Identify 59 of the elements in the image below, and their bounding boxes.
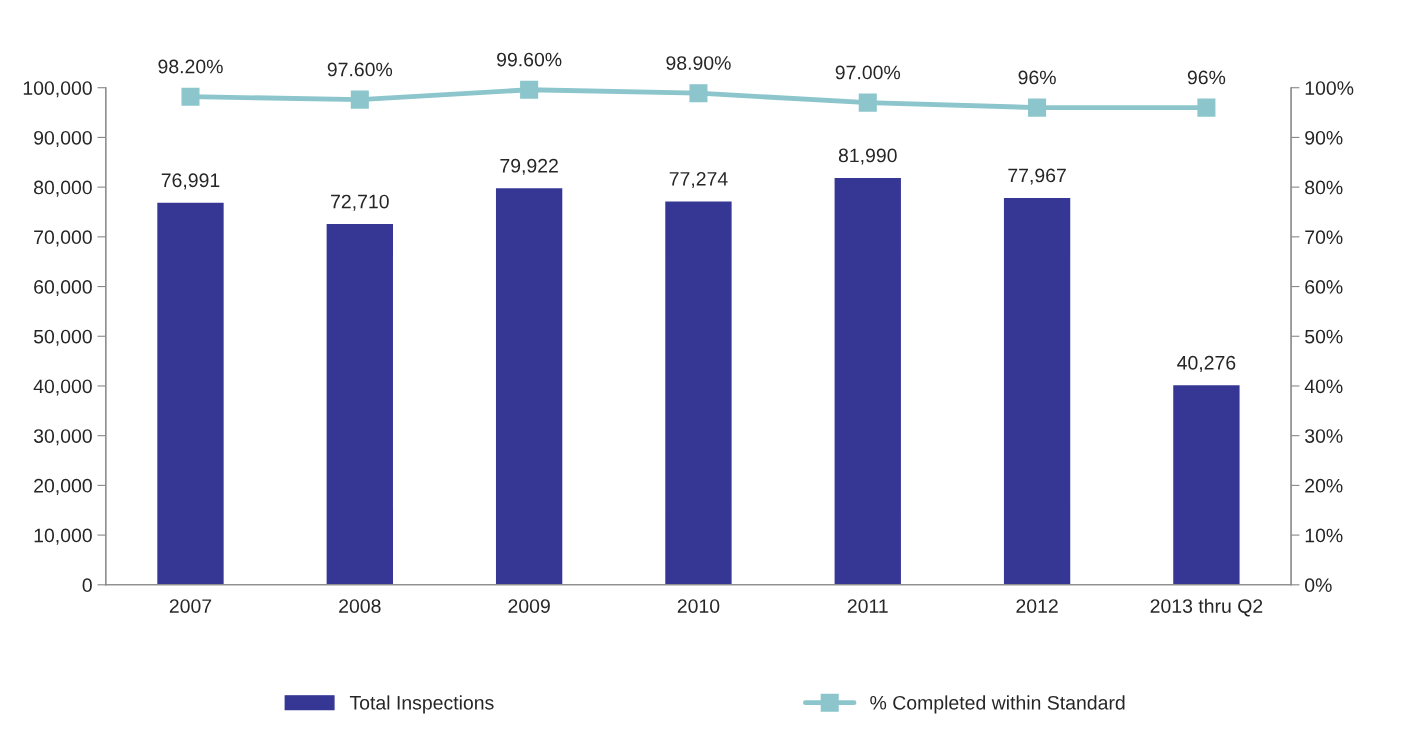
legend-label: % Completed within Standard xyxy=(870,695,1125,714)
x-tick-label: 2010 xyxy=(677,599,720,613)
data-label: 96% xyxy=(1018,70,1056,85)
x-tick-label: 2008 xyxy=(339,599,381,613)
y2-tick-label: 20% xyxy=(1305,478,1343,493)
x-tick-label: 2013 thru Q2 xyxy=(1150,598,1263,617)
point xyxy=(1197,98,1216,117)
data-label: 81,990 xyxy=(838,148,897,165)
x-tick-label: 2011 xyxy=(847,599,888,613)
data-label: 79,922 xyxy=(500,158,558,175)
y-tick-label: 50,000 xyxy=(33,329,92,346)
y-tick-label: 30,000 xyxy=(33,429,92,446)
data-label: 77,274 xyxy=(669,171,728,189)
data-label: 40,276 xyxy=(1177,355,1236,372)
x-tick-label: 2009 xyxy=(508,599,550,613)
bar xyxy=(325,222,395,585)
data-label: 99.60% xyxy=(497,52,562,67)
x-tick-label: 2007 xyxy=(169,599,212,613)
data-label: 98.90% xyxy=(666,56,731,70)
bar xyxy=(494,186,564,585)
y2-tick-label: 90% xyxy=(1305,130,1343,145)
y2-tick-label: 60% xyxy=(1305,280,1343,294)
y-tick-label: 0 xyxy=(82,578,92,593)
data-label: 97.00% xyxy=(835,65,901,80)
bar xyxy=(833,176,903,585)
bar xyxy=(663,199,734,585)
point xyxy=(350,90,369,109)
y-tick-label: 60,000 xyxy=(34,280,92,297)
data-label: 72,710 xyxy=(331,194,389,211)
x-tick-label: 2012 xyxy=(1016,599,1058,613)
y-tick-label: 10,000 xyxy=(34,528,92,545)
y-tick-label: 100,000 xyxy=(23,81,92,98)
y2-tick-label: 100% xyxy=(1305,81,1354,95)
y2-tick-label: 70% xyxy=(1305,230,1343,245)
data-label: 98.20% xyxy=(158,59,223,74)
y-tick-label: 40,000 xyxy=(33,379,92,396)
y-tick-label: 20,000 xyxy=(34,478,92,495)
y2-tick-label: 50% xyxy=(1305,329,1343,344)
point xyxy=(689,84,708,103)
data-label: 96% xyxy=(1187,70,1226,85)
data-label: 77,967 xyxy=(1008,168,1066,185)
y-tick-label: 90,000 xyxy=(34,130,92,147)
y-tick-label: 80,000 xyxy=(34,180,92,197)
y2-tick-label: 40% xyxy=(1304,379,1343,394)
point xyxy=(858,93,877,112)
point xyxy=(1028,98,1047,117)
data-label: 97.60% xyxy=(327,62,393,77)
data-label: 76,991 xyxy=(161,173,220,190)
point xyxy=(181,87,200,106)
y2-tick-label: 10% xyxy=(1305,528,1343,543)
bar xyxy=(1171,383,1241,585)
y2-tick-label: 80% xyxy=(1305,180,1343,195)
bar xyxy=(1002,196,1072,585)
y2-tick-label: 30% xyxy=(1305,429,1343,443)
y-tick-label: 70,000 xyxy=(34,230,92,247)
point xyxy=(520,80,539,99)
bar xyxy=(155,201,226,585)
y2-tick-label: 0% xyxy=(1305,578,1332,593)
legend-label: Total Inspections xyxy=(349,695,494,714)
